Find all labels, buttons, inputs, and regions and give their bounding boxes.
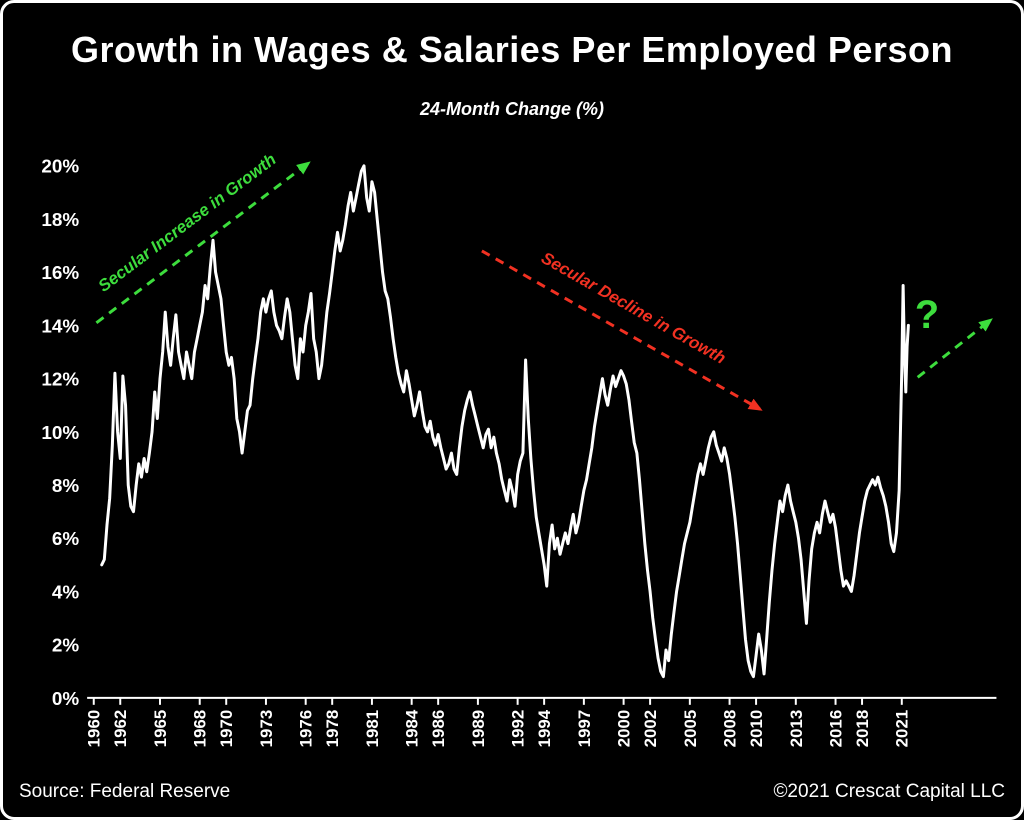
wage-growth-line-chart: 1960 1962 1965 1968 1970 1973 1976 1978 1981 1984… (41, 150, 997, 748)
x-tick-label: 1976 (297, 710, 316, 748)
x-tick-label: 2018 (853, 710, 872, 748)
y-tick-label: 18% (41, 209, 79, 230)
annotation-label: Secular Increase in Growth (95, 150, 280, 296)
y-tick-label: 4% (52, 581, 79, 602)
x-tick-label: 1994 (535, 709, 554, 747)
x-tick-label: 2021 (893, 710, 912, 748)
y-tick-label: 8% (52, 475, 79, 496)
x-tick-label: 1968 (191, 710, 210, 748)
annotation-arrow (481, 249, 763, 411)
x-tick-label: 2010 (747, 710, 766, 748)
y-tick-label: 10% (41, 422, 79, 443)
copyright-label: ©2021 Crescat Capital LLC (773, 781, 1005, 802)
x-tick-label: 2000 (615, 710, 634, 748)
y-tick-label: 14% (41, 315, 79, 336)
x-tick-label: 2002 (641, 710, 660, 748)
question-mark-annotation: ? (915, 293, 939, 337)
x-tick-label: 1986 (429, 710, 448, 748)
y-tick-label: 2% (52, 635, 79, 656)
x-tick-label: 1970 (217, 710, 236, 748)
chart-title: Growth in Wages & Salaries Per Employed … (71, 29, 953, 70)
x-tick-label: 1992 (509, 710, 528, 748)
x-tick-label: 2013 (787, 710, 806, 748)
annotation-label: Secular Decline in Growth (538, 248, 729, 368)
x-tick-label: 1978 (323, 710, 342, 748)
y-tick-label: 12% (41, 369, 79, 390)
y-tick-label: 16% (41, 262, 79, 283)
x-tick-label: 2008 (721, 710, 740, 748)
x-tick-label: 2016 (827, 710, 846, 748)
x-tick-label: 1984 (403, 709, 422, 747)
x-tick-label: 1997 (575, 710, 594, 748)
y-tick-label: 0% (52, 688, 79, 709)
chart-subtitle: 24-Month Change (%) (420, 99, 604, 119)
x-tick-label: 1981 (363, 710, 382, 748)
x-tick-label: 1960 (85, 710, 104, 748)
x-tick-label: 2005 (681, 710, 700, 748)
annotation-arrow (95, 161, 311, 324)
x-tick-label: 1962 (111, 710, 130, 748)
y-tick-label: 6% (52, 528, 79, 549)
x-tick-label: 1973 (257, 710, 276, 748)
x-tick-label: 1965 (151, 710, 170, 748)
x-tick-label: 1989 (469, 710, 488, 748)
source-label: Source: Federal Reserve (19, 781, 231, 802)
y-tick-label: 20% (41, 156, 79, 177)
data-line (100, 164, 910, 679)
